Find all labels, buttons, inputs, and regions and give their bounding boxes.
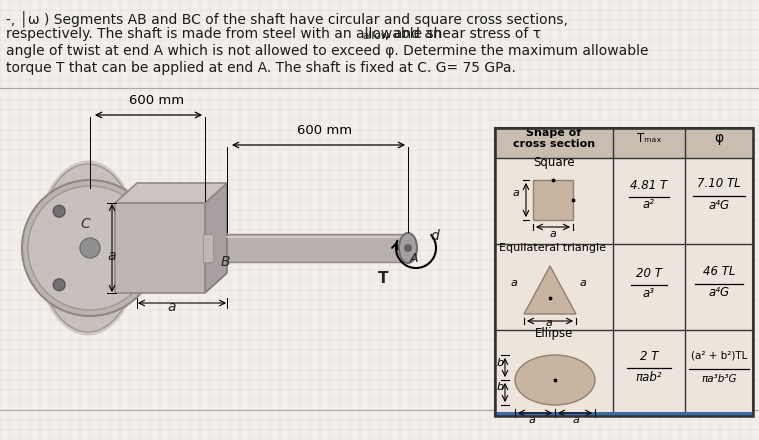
Text: cross section: cross section: [513, 139, 595, 149]
Text: Shape of: Shape of: [527, 128, 581, 138]
Text: a: a: [580, 278, 587, 288]
Text: a: a: [512, 188, 519, 198]
Circle shape: [115, 279, 127, 291]
Text: a: a: [107, 249, 115, 263]
Bar: [495, 128, 753, 416]
Text: B: B: [221, 255, 231, 269]
Text: a⁴G: a⁴G: [708, 286, 729, 299]
Circle shape: [22, 180, 158, 316]
Ellipse shape: [399, 233, 417, 263]
Polygon shape: [524, 266, 576, 314]
Text: A: A: [410, 252, 418, 265]
Text: a: a: [546, 318, 553, 328]
Text: 2 T: 2 T: [640, 350, 658, 363]
Text: 20 T: 20 T: [636, 267, 662, 280]
Ellipse shape: [38, 164, 138, 332]
Text: allow: allow: [362, 31, 389, 41]
Text: C: C: [80, 217, 90, 231]
Circle shape: [80, 238, 100, 258]
Text: T: T: [378, 271, 389, 286]
Text: angle of twist at end A which is not allowed to exceed φ. Determine the maximum : angle of twist at end A which is not all…: [6, 44, 648, 58]
Text: a: a: [167, 300, 175, 314]
Polygon shape: [205, 183, 227, 293]
Text: Square: Square: [533, 156, 575, 169]
Polygon shape: [115, 183, 227, 203]
Text: torque T that can be applied at end A. The shaft is fixed at C. G= 75 GPa.: torque T that can be applied at end A. T…: [6, 61, 516, 75]
Text: a⁴G: a⁴G: [708, 199, 729, 212]
Circle shape: [28, 186, 152, 310]
Text: 46 TL: 46 TL: [703, 265, 735, 278]
Bar: [225, 234, 402, 262]
Ellipse shape: [515, 355, 595, 405]
Bar: [495, 412, 753, 417]
Text: a: a: [511, 278, 518, 288]
Bar: [203, 234, 213, 262]
Text: a²: a²: [643, 198, 655, 211]
Text: 600 mm: 600 mm: [297, 124, 352, 137]
Bar: [533, 180, 573, 220]
Ellipse shape: [36, 161, 140, 335]
Text: d: d: [430, 229, 439, 243]
Bar: [115, 203, 205, 293]
Circle shape: [53, 205, 65, 217]
Text: Equilateral triangle: Equilateral triangle: [499, 243, 606, 253]
Text: φ: φ: [714, 131, 723, 145]
Text: a: a: [528, 415, 535, 425]
Text: a: a: [550, 229, 556, 239]
Text: Ellipse: Ellipse: [535, 327, 573, 340]
Text: 4.81 T: 4.81 T: [631, 179, 668, 192]
Text: 7.10 TL: 7.10 TL: [698, 177, 741, 190]
Text: Tₘₐₓ: Tₘₐₓ: [637, 132, 661, 145]
Text: πab²: πab²: [636, 371, 663, 384]
Text: (a² + b²)TL: (a² + b²)TL: [691, 350, 747, 360]
Bar: [495, 128, 753, 158]
Bar: [495, 128, 753, 416]
Text: respectively. The shaft is made from steel with an allowable shear stress of τ: respectively. The shaft is made from ste…: [6, 27, 541, 41]
Circle shape: [53, 279, 65, 291]
Text: πa³b³G: πa³b³G: [701, 374, 737, 384]
Circle shape: [404, 244, 412, 252]
Circle shape: [115, 205, 127, 217]
Text: 600 mm: 600 mm: [129, 94, 184, 107]
Text: a: a: [572, 415, 579, 425]
Text: b: b: [497, 358, 504, 368]
Text: b: b: [497, 382, 504, 392]
Text: a³: a³: [643, 287, 655, 300]
Text: -, │ω ) Segments AB and BC of the shaft have circular and square cross sections,: -, │ω ) Segments AB and BC of the shaft …: [6, 10, 568, 27]
Text: , and an: , and an: [385, 27, 442, 41]
